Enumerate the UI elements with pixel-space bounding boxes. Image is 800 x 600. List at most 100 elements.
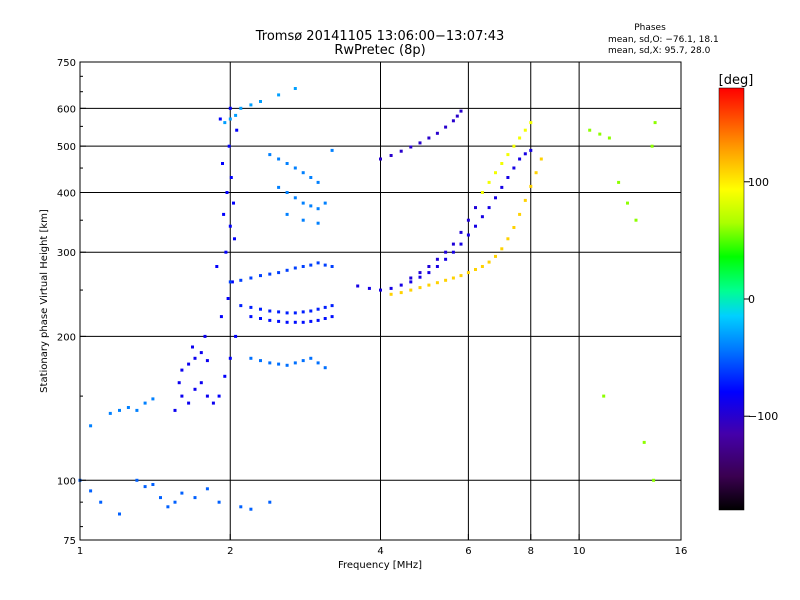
data-point: [228, 106, 232, 110]
data-point: [293, 166, 297, 170]
chart-subtitle: RwPretec (8p): [334, 43, 425, 58]
data-point: [277, 185, 281, 189]
data-point: [301, 218, 305, 222]
stats-o-mode: mean, sd,O: −76.1, 18.1: [608, 35, 719, 45]
data-point: [409, 276, 413, 280]
data-point: [309, 263, 313, 267]
data-point: [285, 320, 289, 324]
data-point: [506, 237, 510, 241]
data-point: [309, 176, 313, 179]
data-point: [221, 162, 224, 165]
grid-lines: [80, 62, 681, 540]
data-point: [459, 230, 463, 234]
data-point: [652, 478, 656, 482]
data-point: [143, 401, 147, 405]
data-point: [650, 144, 654, 148]
data-point: [277, 157, 281, 161]
y-tick-label: 75: [63, 536, 76, 547]
data-point: [626, 201, 629, 205]
data-point: [409, 280, 413, 284]
data-point: [293, 196, 297, 200]
data-point: [494, 196, 497, 200]
data-point: [277, 319, 281, 323]
data-point: [151, 397, 155, 401]
data-point: [99, 500, 103, 504]
data-point: [223, 374, 227, 378]
data-point: [323, 305, 327, 309]
data-point: [466, 233, 470, 237]
data-point: [249, 103, 253, 107]
data-point: [459, 274, 463, 278]
data-point: [330, 265, 334, 268]
data-point: [285, 311, 289, 315]
data-point: [293, 311, 297, 315]
data-point: [316, 180, 320, 184]
x-axis-label: Frequency [MHz]: [338, 560, 422, 571]
data-point: [427, 283, 431, 287]
data-point: [418, 271, 422, 275]
y-tick-label: 200: [57, 332, 76, 343]
colorbar-label: [deg]: [719, 73, 754, 88]
data-point: [459, 242, 463, 246]
data-point: [180, 368, 184, 372]
data-point: [108, 411, 112, 415]
data-point: [285, 268, 289, 272]
data-point: [523, 128, 527, 132]
data-point: [617, 180, 621, 184]
data-point: [466, 218, 470, 222]
data-point: [118, 512, 121, 516]
data-point: [316, 318, 320, 322]
y-tick-label: 600: [57, 104, 76, 115]
data-point: [228, 224, 232, 228]
chart-title: Tromsø 20141105 13:06:00−13:07:43: [255, 29, 505, 44]
data-point: [480, 215, 484, 219]
data-point: [459, 109, 463, 113]
data-point: [193, 496, 197, 500]
data-point: [268, 309, 272, 313]
data-point: [229, 176, 233, 179]
data-point: [512, 226, 516, 229]
data-point: [217, 500, 221, 504]
data-point: [285, 363, 289, 367]
data-point: [135, 478, 139, 482]
colorbar-tick-label: 100: [748, 176, 769, 189]
data-point: [487, 206, 491, 210]
data-point: [227, 144, 231, 148]
data-point: [427, 265, 431, 268]
data-point: [159, 496, 162, 500]
data-point: [323, 263, 327, 267]
data-point: [259, 317, 262, 320]
data-point: [301, 171, 305, 175]
data-point: [187, 401, 191, 405]
data-point: [367, 286, 371, 290]
data-point: [180, 491, 184, 495]
data-point: [259, 307, 262, 311]
data-point: [455, 114, 459, 118]
data-point: [89, 489, 93, 493]
data-point: [226, 297, 230, 300]
data-point: [205, 394, 209, 398]
data-point: [588, 128, 592, 132]
data-point: [602, 394, 606, 398]
data-point: [301, 265, 305, 268]
data-point: [205, 359, 209, 363]
data-point: [529, 184, 533, 188]
stats-x-mode: mean, sd,X: 95.7, 28.0: [608, 46, 711, 56]
data-point: [607, 136, 611, 140]
data-point: [435, 265, 439, 268]
data-point: [203, 334, 207, 338]
data-point: [316, 261, 320, 265]
data-point: [506, 176, 510, 179]
data-point: [399, 283, 403, 287]
data-point: [356, 284, 360, 288]
data-point: [451, 276, 455, 280]
data-point: [239, 304, 243, 308]
data-point: [268, 361, 272, 365]
data-point: [474, 268, 477, 271]
data-point: [389, 286, 393, 290]
data-point: [435, 131, 439, 135]
data-point: [293, 320, 297, 324]
data-point: [444, 257, 448, 261]
data-point: [268, 318, 272, 322]
data-point: [500, 247, 504, 251]
